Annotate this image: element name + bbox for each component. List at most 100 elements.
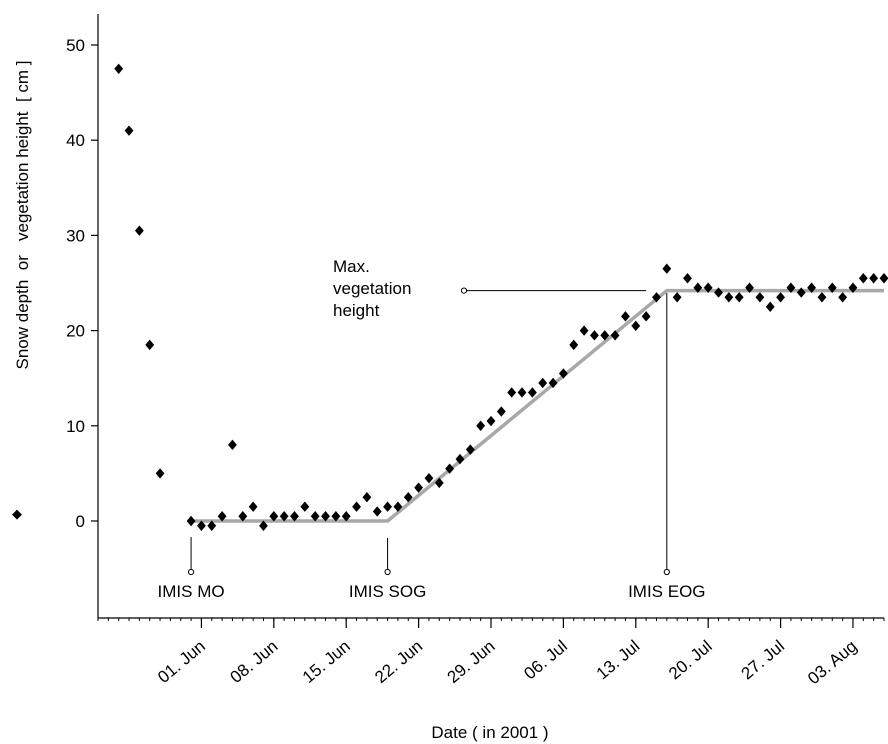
data-point: [610, 330, 620, 341]
data-point: [662, 263, 672, 274]
x-tick-label: 29. Jun: [444, 637, 499, 687]
data-point: [631, 320, 641, 332]
data-point: [776, 292, 785, 303]
data-point: [145, 339, 155, 351]
annotation-marker: [187, 568, 195, 576]
data-point: [352, 501, 361, 512]
x-tick-label: 20. Jul: [665, 637, 716, 684]
data-point: [652, 292, 661, 303]
data-point: [486, 415, 496, 427]
legend-marker-icon: ◆: [12, 507, 22, 522]
data-point: [331, 511, 341, 522]
data-point: [827, 282, 837, 293]
x-tick-label: 01. Jun: [154, 637, 209, 687]
data-point: [341, 511, 351, 522]
data-point: [703, 282, 713, 293]
data-point: [569, 339, 579, 351]
data-point: [455, 453, 465, 465]
data-point: [879, 273, 888, 284]
data-point: [507, 387, 517, 398]
data-point: [755, 292, 765, 303]
x-axis-title: Date ( in 2001 ): [431, 723, 548, 742]
max-annotation-label: vegetation: [333, 279, 411, 298]
y-tick-label: 50: [66, 36, 85, 55]
data-point: [817, 292, 827, 303]
data-point: [383, 501, 392, 512]
data-point: [476, 420, 486, 431]
x-tick-label: 27. Jul: [738, 637, 789, 684]
data-point: [248, 501, 258, 512]
data-point: [548, 377, 558, 389]
data-point: [114, 63, 124, 74]
data-point: [217, 511, 227, 522]
data-point: [600, 330, 610, 341]
annotation-marker: [663, 568, 670, 576]
data-point: [838, 292, 848, 303]
data-point: [393, 501, 403, 512]
data-point: [693, 282, 703, 293]
data-point: [197, 520, 206, 531]
data-point: [279, 511, 289, 522]
max-annotation-label: Max.: [333, 257, 370, 276]
y-axis-title: Snow depth or vegetation height [ cm ]: [13, 60, 32, 369]
data-point: [848, 282, 858, 293]
data-point: [228, 439, 237, 451]
data-point: [186, 515, 196, 527]
y-tick-label: 30: [66, 226, 85, 245]
data-point: [124, 125, 134, 136]
x-tick-label: 15. Jun: [299, 637, 354, 687]
data-point: [672, 292, 682, 303]
annotation-group: IMIS MO IMIS SOG IMIS EOG Max. vegetation hei…: [158, 257, 706, 601]
data-point: [558, 368, 568, 379]
data-point: [434, 477, 444, 489]
data-point: [786, 282, 796, 293]
data-point: [269, 511, 279, 522]
y-tick-label: 20: [66, 322, 85, 341]
data-point: [290, 511, 299, 522]
data-point: [362, 492, 372, 503]
data-point: [714, 287, 723, 298]
data-point: [259, 520, 268, 531]
y-tick-label: 10: [66, 417, 85, 436]
x-tick-label: 03. Aug: [804, 637, 860, 689]
annotation-label: IMIS MO: [158, 582, 225, 601]
data-point: [858, 273, 868, 284]
data-point: [869, 273, 879, 284]
data-point: [765, 301, 775, 312]
data-point: [414, 482, 424, 493]
data-point: [424, 472, 434, 484]
data-point: [465, 444, 475, 455]
data-point: [621, 311, 630, 322]
data-point: [207, 520, 217, 531]
data-point: [538, 377, 548, 389]
y-axis-title-group: Snow depth or vegetation height [ cm ] ◆: [12, 60, 32, 522]
data-point: [579, 325, 589, 336]
y-tick-label: 40: [66, 131, 85, 150]
data-point: [527, 387, 537, 398]
data-point: [796, 287, 806, 298]
data-point: [724, 292, 734, 303]
data-point: [734, 292, 744, 303]
data-point: [155, 468, 165, 479]
data-point: [310, 511, 320, 522]
data-point: [590, 330, 599, 341]
x-tick-label: 13. Jul: [593, 637, 644, 684]
annotation-label: IMIS SOG: [349, 582, 426, 601]
x-tick-label: 06. Jul: [520, 637, 571, 684]
data-point: [496, 406, 506, 417]
annotation-marker: [384, 568, 391, 576]
fit-line: [191, 288, 884, 523]
x-tick-label: 22. Jun: [371, 637, 426, 687]
x-ticks: 01. Jun 08. Jun 15. Jun 22. Jun 29. Jun 06. J…: [97, 618, 885, 689]
x-tick-label: 08. Jun: [226, 637, 281, 687]
data-point: [238, 511, 248, 522]
y-tick-label: 0: [76, 512, 85, 531]
axes: [97, 14, 884, 619]
data-point: [300, 501, 310, 512]
data-point: [134, 225, 144, 236]
data-point: [517, 387, 527, 398]
y-ticks: 0 10 20 30 40 50: [66, 36, 98, 531]
annotation-label: IMIS EOG: [628, 582, 705, 601]
data-point: [641, 311, 651, 322]
